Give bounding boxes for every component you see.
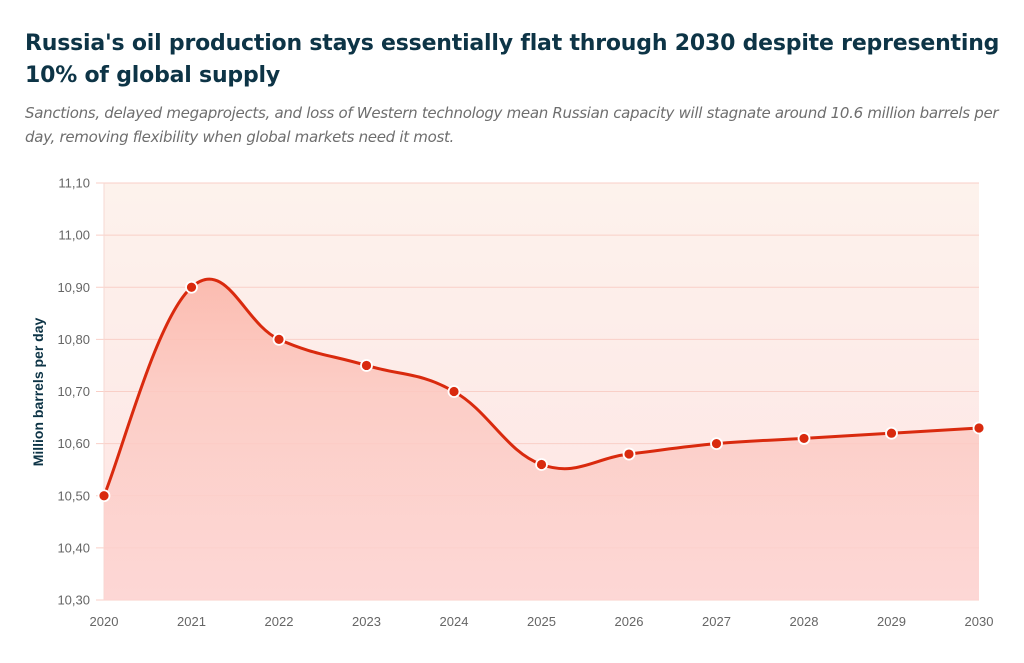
y-tick-label: 11,00 [58, 228, 90, 243]
x-tick-label: 2030 [965, 614, 994, 629]
x-tick-label: 2025 [527, 614, 556, 629]
y-axis-ticks: 10,30 10,40 10,50 10,60 10,70 10,80 10,90 11,00… [57, 176, 90, 608]
y-tick-label: 10,50 [57, 488, 90, 503]
data-point-2021[interactable] [185, 280, 198, 294]
chart-title: Russia's oil production stays essentiall… [25, 31, 1000, 88]
y-tick-label: 10,80 [57, 332, 90, 347]
x-tick-label: 2024 [440, 614, 469, 629]
series-area-fill [104, 279, 979, 600]
x-tick-label: 2027 [702, 614, 731, 629]
chart-subtitle: Sanctions, delayed megaprojects, and los… [25, 104, 999, 146]
data-point-2025[interactable] [535, 458, 548, 471]
x-tick-label: 2020 [90, 614, 119, 629]
data-point-2029[interactable] [885, 426, 898, 440]
x-axis-ticks: 2020 2021 2022 2023 2024 2025 2026 2027 2028 2029… [90, 614, 994, 629]
y-tick-label: 11,10 [58, 176, 90, 191]
x-tick-label: 2021 [177, 614, 206, 629]
y-tick-label: 10,70 [57, 384, 90, 399]
data-point-2027[interactable] [710, 437, 723, 451]
y-tick-label: 10,90 [57, 280, 90, 295]
x-tick-label: 2028 [790, 614, 819, 629]
data-point-2030[interactable] [972, 421, 986, 435]
data-point-2024[interactable] [447, 385, 461, 398]
data-point-2023[interactable] [360, 359, 373, 372]
data-point-2020[interactable] [97, 489, 111, 503]
data-points [97, 280, 986, 503]
data-point-2022[interactable] [272, 332, 286, 346]
x-tick-label: 2022 [265, 614, 294, 629]
y-tick-label: 10,30 [57, 593, 90, 608]
data-point-2026[interactable] [622, 447, 636, 461]
y-tick-label: 10,60 [57, 436, 90, 451]
x-tick-label: 2023 [352, 614, 381, 629]
data-point-2028[interactable] [797, 432, 811, 445]
y-axis-label: Million barrels per day [30, 317, 46, 466]
x-tick-label: 2029 [877, 614, 906, 629]
y-tick-label: 10,40 [57, 540, 90, 555]
x-tick-label: 2026 [615, 614, 644, 629]
series-line [102, 277, 981, 498]
